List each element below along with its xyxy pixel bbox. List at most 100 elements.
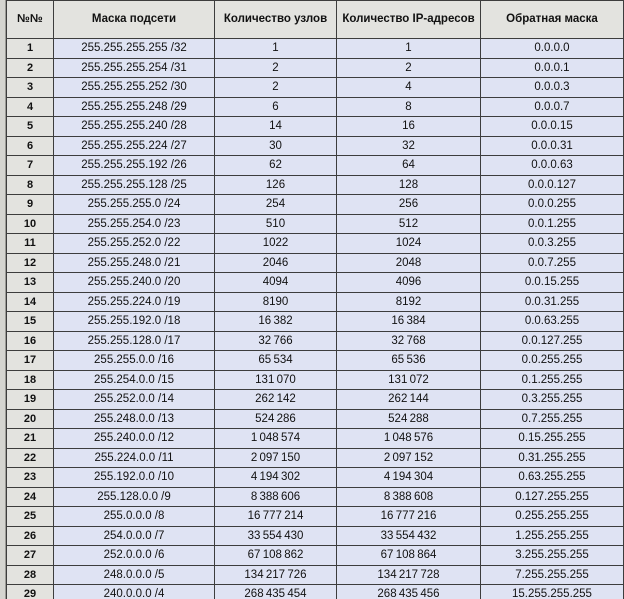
wildcard-mask-cell: 0.0.1.255 [480,213,624,234]
ip-count-cell: 131 072 [336,369,481,390]
subnet-mask-cell: 255.255.255.192 /26 [53,155,215,176]
wildcard-mask-cell: 0.0.255.255 [480,350,624,371]
table-row: 5 255.255.255.240 /28 14 16 0.0.0.15 [6,116,624,137]
table-row: 4 255.255.255.248 /29 6 8 0.0.0.7 [6,96,624,117]
row-number-cell: 27 [6,545,54,566]
subnet-mask-cell: 255.0.0.0 /8 [53,506,215,527]
ip-count-cell: 16 777 216 [336,506,481,527]
row-number-cell: 14 [6,291,54,312]
row-number-cell: 20 [6,408,54,429]
row-number-cell: 2 [6,57,54,78]
table-row: 29 240.0.0.0 /4 268 435 454 268 435 456 15.2… [6,584,624,599]
wildcard-mask-cell: 3.255.255.255 [480,545,624,566]
ip-count-cell: 1 048 576 [336,428,481,449]
host-count-cell: 510 [214,213,337,234]
wildcard-mask-cell: 0.3.255.255 [480,389,624,410]
subnet-mask-cell: 255.255.0.0 /16 [53,350,215,371]
row-number-cell: 11 [6,233,54,254]
wildcard-mask-cell: 0.0.127.255 [480,330,624,351]
ip-count-cell: 524 288 [336,408,481,429]
ip-count-cell: 256 [336,194,481,215]
table-row: 19 255.252.0.0 /14 262 142 262 144 0.3.255.2… [6,389,624,410]
column-header-ip-count: Количество IP-адресов [336,0,481,39]
wildcard-mask-cell: 0.0.0.63 [480,155,624,176]
subnet-mask-cell: 255.192.0.0 /10 [53,467,215,488]
table-row: 26 254.0.0.0 /7 33 554 430 33 554 432 1.255.… [6,525,624,546]
row-number-cell: 13 [6,272,54,293]
wildcard-mask-cell: 0.0.0.15 [480,116,624,137]
wildcard-mask-cell: 0.0.0.255 [480,194,624,215]
host-count-cell: 134 217 726 [214,564,337,585]
subnet-mask-cell: 255.255.255.255 /32 [53,38,215,59]
row-number-cell: 6 [6,135,54,156]
host-count-cell: 2 [214,57,337,78]
row-number-cell: 4 [6,96,54,117]
wildcard-mask-cell: 0.0.0.127 [480,174,624,195]
row-number-cell: 28 [6,564,54,585]
wildcard-mask-cell: 0.0.63.255 [480,311,624,332]
column-header-host-count: Количество узлов [214,0,337,39]
host-count-cell: 2 097 150 [214,447,337,468]
table-row: 17 255.255.0.0 /16 65 534 65 536 0.0.255.255 [6,350,624,371]
subnet-mask-cell: 255.252.0.0 /14 [53,389,215,410]
ip-count-cell: 2048 [336,252,481,273]
row-number-cell: 24 [6,486,54,507]
subnet-mask-cell: 248.0.0.0 /5 [53,564,215,585]
host-count-cell: 268 435 454 [214,584,337,599]
ip-count-cell: 512 [336,213,481,234]
host-count-cell: 32 766 [214,330,337,351]
table-row: 13 255.255.240.0 /20 4094 4096 0.0.15.255 [6,272,624,293]
subnet-mask-cell: 255.240.0.0 /12 [53,428,215,449]
row-number-cell: 29 [6,584,54,599]
host-count-cell: 6 [214,96,337,117]
wildcard-mask-cell: 0.0.0.31 [480,135,624,156]
subnet-mask-cell: 240.0.0.0 /4 [53,584,215,599]
table-row: 22 255.224.0.0 /11 2 097 150 2 097 152 0.31.… [6,447,624,468]
column-header-wildcard-mask: Обратная маска [480,0,624,39]
row-number-cell: 12 [6,252,54,273]
table-row: 9 255.255.255.0 /24 254 256 0.0.0.255 [6,194,624,215]
subnet-mask-cell: 255.224.0.0 /11 [53,447,215,468]
host-count-cell: 33 554 430 [214,525,337,546]
row-number-cell: 8 [6,174,54,195]
host-count-cell: 16 777 214 [214,506,337,527]
wildcard-mask-cell: 0.0.0.1 [480,57,624,78]
ip-count-cell: 32 768 [336,330,481,351]
host-count-cell: 30 [214,135,337,156]
table-row: 24 255.128.0.0 /9 8 388 606 8 388 608 0.127.… [6,486,624,507]
row-number-cell: 7 [6,155,54,176]
row-number-cell: 15 [6,311,54,332]
ip-count-cell: 16 [336,116,481,137]
table-row: 12 255.255.248.0 /21 2046 2048 0.0.7.255 [6,252,624,273]
wildcard-mask-cell: 0.0.3.255 [480,233,624,254]
table-row: 14 255.255.224.0 /19 8190 8192 0.0.31.255 [6,291,624,312]
wildcard-mask-cell: 0.63.255.255 [480,467,624,488]
host-count-cell: 126 [214,174,337,195]
wildcard-mask-cell: 0.0.7.255 [480,252,624,273]
wildcard-mask-cell: 0.0.31.255 [480,291,624,312]
table-row: 21 255.240.0.0 /12 1 048 574 1 048 576 0.15.… [6,428,624,449]
row-number-cell: 23 [6,467,54,488]
ip-count-cell: 1 [336,38,481,59]
subnet-mask-cell: 255.255.192.0 /18 [53,311,215,332]
host-count-cell: 65 534 [214,350,337,371]
table-row: 18 255.254.0.0 /15 131 070 131 072 0.1.255.2… [6,369,624,390]
row-number-cell: 25 [6,506,54,527]
row-number-cell: 9 [6,194,54,215]
host-count-cell: 1022 [214,233,337,254]
subnet-mask-cell: 255.255.255.240 /28 [53,116,215,137]
table-row: 7 255.255.255.192 /26 62 64 0.0.0.63 [6,155,624,176]
host-count-cell: 4094 [214,272,337,293]
subnet-mask-cell: 255.255.255.252 /30 [53,77,215,98]
row-number-cell: 22 [6,447,54,468]
ip-count-cell: 262 144 [336,389,481,410]
row-number-cell: 19 [6,389,54,410]
ip-count-cell: 128 [336,174,481,195]
ip-count-cell: 8 388 608 [336,486,481,507]
table-row: 23 255.192.0.0 /10 4 194 302 4 194 304 0.63.… [6,467,624,488]
host-count-cell: 262 142 [214,389,337,410]
ip-count-cell: 8 [336,96,481,117]
host-count-cell: 67 108 862 [214,545,337,566]
subnet-mask-cell: 255.255.255.0 /24 [53,194,215,215]
host-count-cell: 8190 [214,291,337,312]
